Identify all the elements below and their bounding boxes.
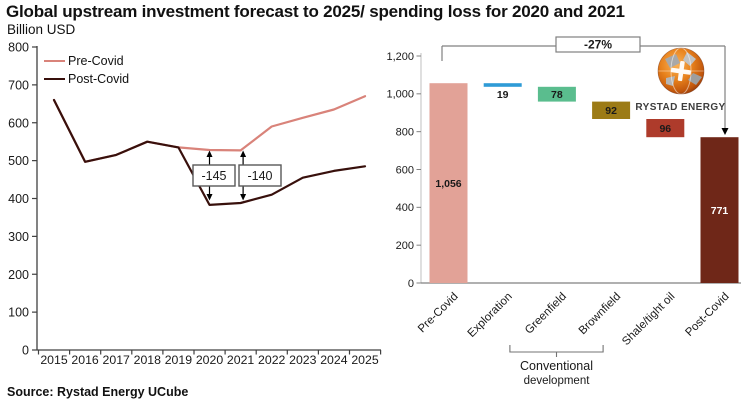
category-label: Exploration [466,291,515,340]
rystad-energy-logo: RYSTAD ENERGY [633,46,728,113]
y-tick-label: 600 [396,164,414,176]
x-tick-label: 2024 [320,353,348,367]
y-tick-label: 1,200 [386,51,414,63]
x-tick-label: 2023 [289,353,317,367]
down-arrow-icon [206,194,213,201]
y-tick-label: 700 [8,78,29,92]
y-tick-label: 600 [8,116,29,130]
y-tick-label: 200 [8,268,29,282]
source-note: Source: Rystad Energy UCube [7,385,189,399]
y-tick-label: 0 [22,344,29,358]
category-label: Post-Covid [683,291,731,339]
bar-value-label: 78 [551,89,563,101]
legend-label-post-covid: Post-Covid [68,72,130,86]
legend-item-pre-covid: Pre-Covid [44,52,129,70]
up-arrow-icon [206,150,213,157]
up-arrow-icon [240,150,247,157]
logo-text: RYSTAD ENERGY [635,102,726,113]
bar-rect [537,86,576,102]
x-tick-label: 2025 [351,353,379,367]
annotation-box [192,164,236,187]
down-arrow-icon [721,128,729,135]
waterfall-chart: 0 200 400 600 800 1,000 1,200 1,056 Pre-Covid 19 E… [386,36,741,387]
x-tick-label: 2018 [134,353,162,367]
units-subtitle: Billion USD [7,22,76,37]
x-tick-label: 2017 [103,353,131,367]
legend-label-pre-covid: Pre-Covid [68,54,124,68]
x-tick-label: 2022 [258,353,286,367]
series-line-post-covid [52,98,367,206]
bar-rect [592,101,631,119]
category-label: Pre-Covid [416,291,461,336]
bar-value-label: 19 [497,89,509,101]
y-tick-label: 200 [396,240,414,252]
waterfall-bar-shale-tight-oil: 96 [646,119,685,138]
category-label: Greenfield [523,291,569,337]
x-tick-label: 2021 [227,353,255,367]
bar-rect [700,137,739,283]
y-tick-label: 1,000 [386,89,414,101]
waterfall-bar-greenfield: 78 [537,86,576,102]
globe-landmasses [657,48,704,94]
group-annotation-conventional: Conventional development [509,345,604,387]
globe-cross [670,60,691,82]
annotation-value: -140 [247,169,272,183]
bar-rect [646,119,685,138]
bar-value-label: 96 [659,123,671,135]
waterfall-bar-exploration: 19 [483,83,522,101]
page-title: Global upstream investment forecast to 2… [6,2,625,21]
annotation-value: -145 [201,169,226,183]
group-label-line1: Conventional [520,359,593,373]
y-tick-label: 300 [8,230,29,244]
annotation-box [238,164,282,187]
y-tick-label: 0 [408,278,414,290]
x-tick-label: 2019 [165,353,193,367]
rystad-globe-icon [657,47,704,95]
loss-annotation-2021: -140 [238,150,282,201]
pre-covid-line-swatch [44,59,65,63]
waterfall-bar-brownfield: 92 [592,101,631,119]
y-tick-label: 500 [8,154,29,168]
bar-value-label: 1,056 [435,178,461,190]
category-label: Shale/tight oil [620,291,677,348]
bar-rect [483,83,522,87]
waterfall-bar-post-covid: 771 [700,137,739,283]
y-tick-label: 400 [396,202,414,214]
category-label: Brownfield [577,291,623,337]
post-covid-line-swatch [44,77,65,81]
loss-annotation-2020: -145 [192,150,236,201]
total-change-label: -27% [584,38,612,52]
y-tick-label: 800 [8,41,29,55]
bar-rect [429,83,468,283]
legend: Pre-Covid Post-Covid [44,52,129,88]
group-label-line2: development [524,375,591,387]
y-tick-label: 400 [8,192,29,206]
bar-value-label: 92 [605,105,617,117]
y-tick-label: 800 [396,126,414,138]
x-tick-label: 2015 [40,353,68,367]
down-arrow-icon [240,194,247,201]
bar-value-label: 771 [711,205,729,217]
waterfall-bar-pre-covid: 1,056 [429,83,468,283]
total-change-box [555,36,641,53]
legend-item-post-covid: Post-Covid [44,70,129,88]
y-tick-label: 100 [8,306,29,320]
x-tick-label: 2020 [196,353,224,367]
x-tick-label: 2016 [71,353,99,367]
